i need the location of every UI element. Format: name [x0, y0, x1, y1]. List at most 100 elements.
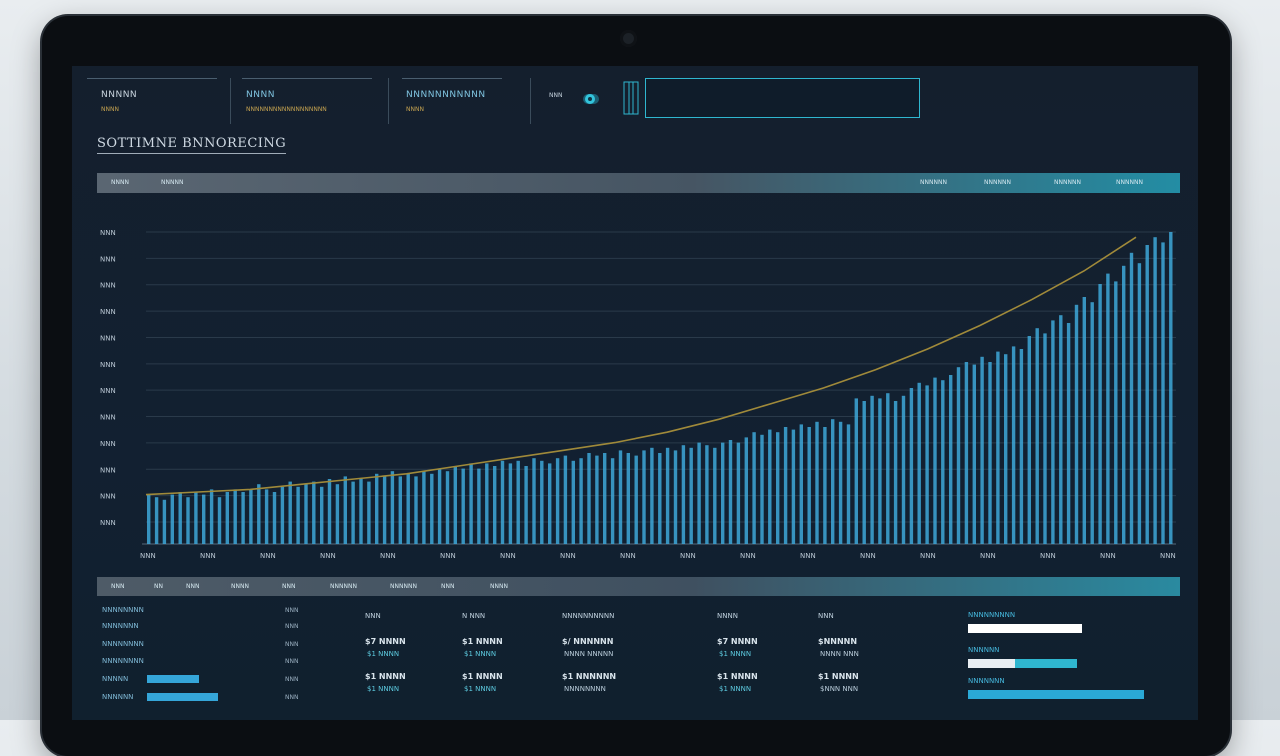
- toolbar-item[interactable]: NNNNNN: [1054, 179, 1081, 186]
- x-tick-label: NNN: [980, 552, 996, 560]
- table-cell: $1 NNNN: [462, 637, 503, 646]
- chart-bar: [1043, 333, 1047, 544]
- chart-bar: [752, 432, 756, 544]
- user-label: NNN: [549, 92, 563, 99]
- tab-item[interactable]: NNN: [186, 583, 200, 590]
- metric-label[interactable]: NNNNNNNN: [102, 640, 144, 648]
- chart-bar: [949, 375, 953, 544]
- table-cell: NNNNNNNN: [564, 685, 606, 693]
- tab-item[interactable]: NN: [154, 583, 163, 590]
- header-block-sub: NNNN: [406, 106, 424, 113]
- tab-item[interactable]: NNNNNN: [390, 583, 417, 590]
- chart-bar: [1011, 346, 1016, 544]
- y-tick-label: NNN: [100, 466, 116, 474]
- chart-bar: [1051, 320, 1055, 544]
- chart-bar: [154, 497, 159, 544]
- chart-bar: [422, 471, 426, 544]
- progress-bar: [968, 690, 1144, 699]
- metric-label[interactable]: NNNNN: [102, 675, 129, 683]
- progress-label: NNNNNNNNN: [968, 611, 1016, 619]
- tab-item[interactable]: NNNN: [231, 583, 249, 590]
- y-tick-label: NNN: [100, 361, 116, 369]
- table-header[interactable]: N NNN: [462, 612, 486, 620]
- metric-label[interactable]: NNNNNNNN: [102, 657, 144, 665]
- chart-bar: [689, 447, 693, 544]
- header-block-3[interactable]: NNNNNNNNNNN NNNN: [392, 78, 517, 124]
- table-cell: $7 NNNN: [365, 637, 406, 646]
- table-header[interactable]: NNN: [365, 612, 381, 620]
- toolbar-item[interactable]: NNNN: [111, 179, 129, 186]
- x-tick-label: NNN: [860, 552, 876, 560]
- chart-bar: [359, 479, 363, 544]
- x-tick-label: NNN: [800, 552, 816, 560]
- chart-bar: [862, 401, 866, 544]
- table-cell: $1 NNNN: [464, 650, 497, 658]
- tab-item[interactable]: NNN: [111, 583, 125, 590]
- grid-icon[interactable]: [622, 80, 642, 116]
- header-block-2[interactable]: NNNN NNNNNNNNNNNNNNNNNN: [232, 78, 377, 124]
- progress-bar: [968, 659, 1077, 668]
- tab-item[interactable]: NNNNNN: [330, 583, 357, 590]
- chart-bar: [430, 473, 434, 544]
- header-block-1[interactable]: NNNNN NNNN: [87, 78, 217, 124]
- chart-bar: [524, 466, 528, 544]
- chart-bar: [1153, 237, 1157, 544]
- chart-bar: [312, 481, 316, 544]
- chart-bar: [1066, 323, 1071, 544]
- table-header[interactable]: NNNN: [717, 612, 738, 620]
- chart-bar: [194, 492, 198, 544]
- chart-bar: [610, 458, 615, 544]
- chart-bar: [996, 351, 1000, 544]
- x-tick-label: NNN: [200, 552, 216, 560]
- chart-bar: [893, 401, 898, 544]
- table-cell: $7 NNNN: [717, 637, 758, 646]
- chart-bar: [831, 419, 835, 544]
- chart-bar: [170, 494, 174, 544]
- chart-bar: [650, 447, 654, 544]
- chart-bar: [477, 468, 481, 544]
- toolbar-item[interactable]: NNNNNN: [1116, 179, 1143, 186]
- search-input[interactable]: [645, 78, 920, 118]
- chart-bar: [603, 453, 607, 544]
- chart-bar: [351, 481, 355, 544]
- x-tick-label: NNN: [380, 552, 396, 560]
- chart-bar: [241, 492, 245, 544]
- toolbar-item[interactable]: NNNNNN: [984, 179, 1011, 186]
- x-tick-label: NNN: [1040, 552, 1056, 560]
- x-tick-label: NNN: [440, 552, 456, 560]
- toggle-icon[interactable]: [581, 91, 601, 107]
- metric-label[interactable]: NNNNNN: [102, 693, 134, 701]
- chart-bar: [901, 395, 906, 544]
- chart-bar: [1122, 265, 1126, 544]
- chart-bar: [744, 437, 748, 544]
- table-header[interactable]: NNNNNNNNNN: [562, 612, 615, 620]
- chart-bar: [799, 424, 803, 544]
- chart-bar: [941, 380, 945, 544]
- tab-item[interactable]: NNNN: [490, 583, 508, 590]
- chart-bar: [587, 453, 591, 544]
- chart-bar: [375, 473, 379, 544]
- metric-label[interactable]: NNNNNNN: [102, 622, 139, 630]
- tab-item[interactable]: NNN: [282, 583, 296, 590]
- table-header[interactable]: NNN: [818, 612, 834, 620]
- chart-bar: [681, 445, 686, 544]
- header-block-sub: NNNNNNNNNNNNNNNNNN: [246, 106, 327, 113]
- chart-bar: [327, 479, 332, 544]
- chart-bar: [398, 476, 402, 544]
- chart-bar: [870, 395, 874, 544]
- toolbar-item[interactable]: NNNNN: [161, 179, 184, 186]
- chart-bar: [304, 484, 308, 544]
- x-tick-label: NNN: [620, 552, 636, 560]
- chart-bar: [469, 463, 473, 544]
- metric-label[interactable]: NNNNNNNN: [102, 606, 144, 614]
- chart-bar: [162, 499, 167, 544]
- chart-bar: [335, 484, 340, 544]
- table-cell: $1 NNNN: [367, 685, 400, 693]
- chart-bar: [917, 382, 921, 544]
- tab-item[interactable]: NNN: [441, 583, 455, 590]
- toolbar-item[interactable]: NNNNNN: [920, 179, 947, 186]
- chart-bar: [406, 473, 410, 544]
- chart-bar: [540, 460, 544, 544]
- chart-bar: [776, 432, 780, 544]
- chart-bar: [964, 362, 969, 544]
